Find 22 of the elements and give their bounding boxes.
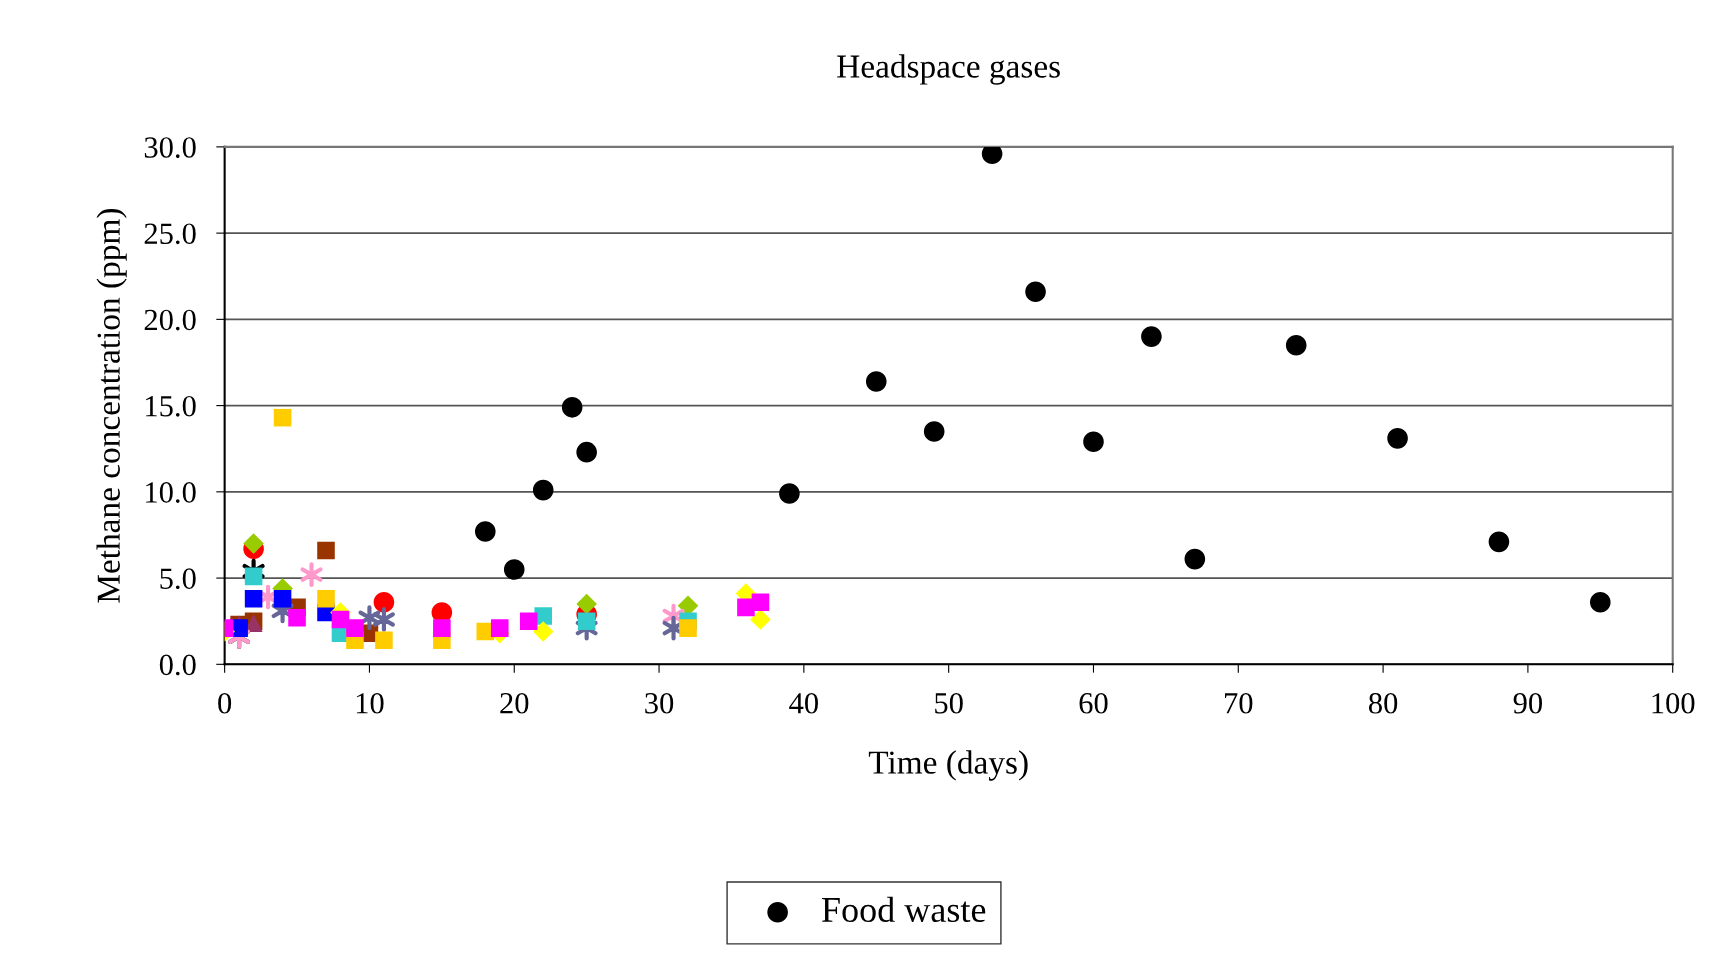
y-tick-label: 5.0 [160, 568, 196, 590]
x-tick-label: 70 [1225, 692, 1253, 714]
x-tick-label: 30 [645, 692, 674, 714]
x-tick-label: 10 [356, 692, 384, 714]
chart-title: Headspace gases [837, 54, 1060, 85]
x-tick-label: 100 [1652, 692, 1695, 714]
x-tick-label: 60 [1079, 692, 1108, 714]
y-tick-label: 15.0 [146, 395, 196, 417]
x-axis-title: Time (days) [868, 750, 1028, 781]
y-tick-label: 30.0 [144, 137, 196, 158]
legend-label: Food waste [822, 896, 986, 923]
x-tick-label: 40 [789, 692, 818, 714]
x-tick-label: 50 [935, 692, 963, 714]
x-tick-label: 0 [218, 692, 232, 714]
x-tick-label: 20 [500, 692, 529, 714]
x-tick-label: 90 [1513, 692, 1543, 714]
y-tick-label: 25.0 [144, 223, 196, 245]
y-tick-label: 10.0 [146, 482, 196, 503]
y-axis-title: Methane concentration (ppm) [96, 209, 127, 603]
y-tick-label: 0.0 [159, 654, 196, 676]
y-tick-label: 20.0 [144, 309, 196, 331]
x-tick-label: 80 [1368, 692, 1398, 714]
